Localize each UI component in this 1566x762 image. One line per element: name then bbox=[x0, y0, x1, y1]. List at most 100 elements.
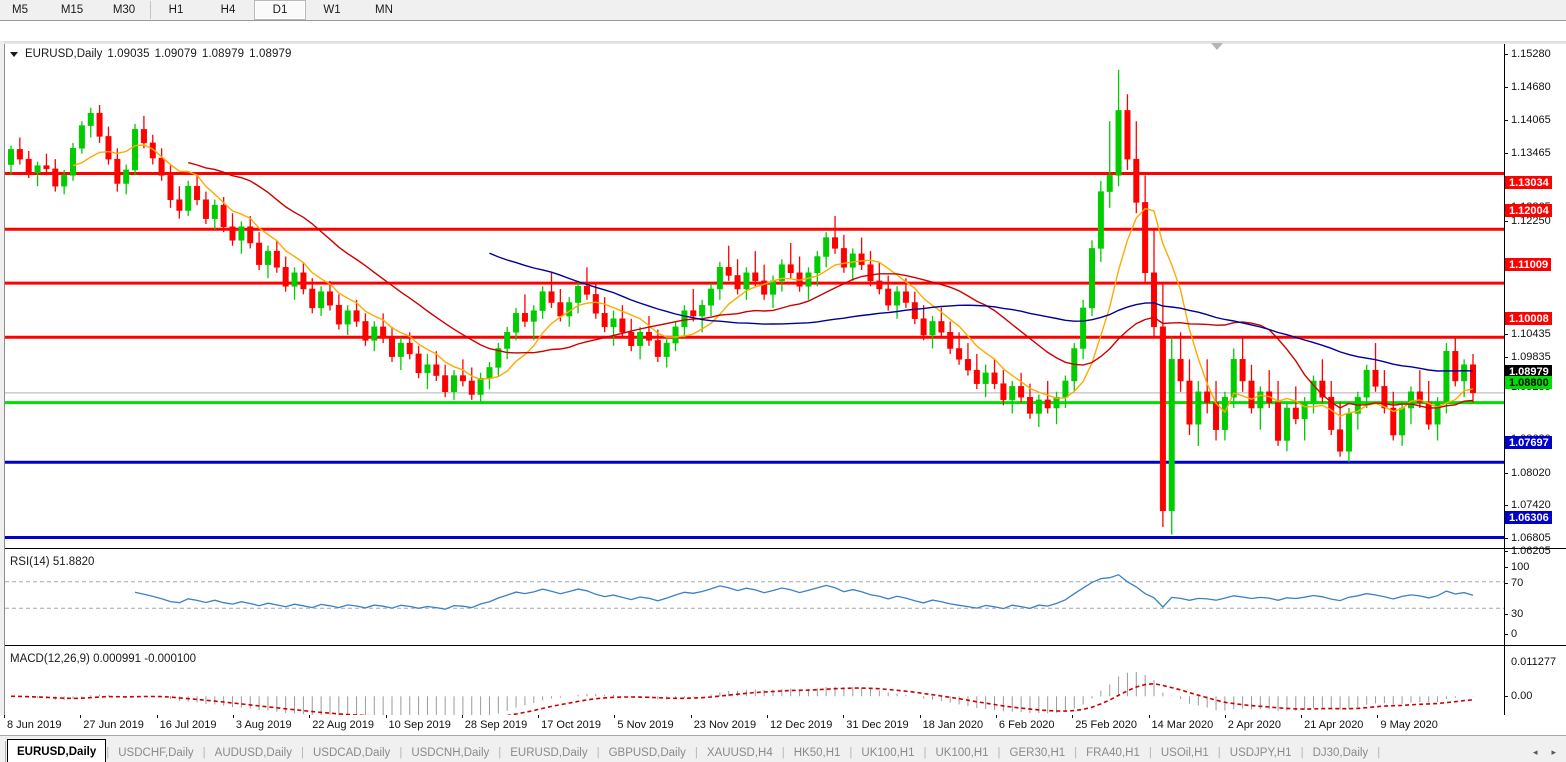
candle-bearish bbox=[938, 321, 945, 333]
candle-bullish bbox=[123, 169, 130, 184]
tab-scroll-next-icon[interactable]: ▸ bbox=[1551, 747, 1556, 757]
chart-tab-gbpusd-daily[interactable]: GBPUSD,Daily bbox=[608, 746, 686, 759]
timeframe-button-m30[interactable]: M30 bbox=[98, 0, 150, 20]
rsi-tick-label: 30 bbox=[1504, 608, 1523, 620]
candle-bullish bbox=[1461, 364, 1468, 382]
candle-bullish bbox=[495, 348, 502, 368]
chart-tab-usoil-h1[interactable]: USOil,H1 bbox=[1160, 746, 1209, 759]
price-tick-label: 1.06205 bbox=[1504, 545, 1551, 557]
candle-bullish bbox=[87, 112, 94, 126]
price-tick-label: 1.08020 bbox=[1504, 467, 1551, 479]
price-chart-panel[interactable] bbox=[5, 44, 1504, 549]
candle-bullish bbox=[211, 204, 218, 219]
tick-mark bbox=[1504, 613, 1508, 615]
tick-mark bbox=[1504, 119, 1508, 121]
tick-mark bbox=[1504, 550, 1508, 552]
candle-bearish bbox=[619, 318, 626, 333]
tab-bar-grip[interactable] bbox=[0, 741, 6, 762]
chart-tab-dj30-daily[interactable]: DJ30,Daily bbox=[1312, 746, 1369, 759]
time-tick-mark bbox=[1377, 715, 1379, 718]
chevron-down-icon[interactable] bbox=[10, 51, 18, 57]
price-level-badge[interactable]: 1.10008 bbox=[1505, 312, 1552, 325]
chart-tab-usdchf-daily[interactable]: USDCHF,Daily bbox=[118, 746, 194, 759]
timeframe-toolbar: M5 M15 M30 H1 H4 D1 W1 MN bbox=[0, 0, 1566, 21]
candle-bullish bbox=[318, 291, 325, 309]
timeframe-button-d1[interactable]: D1 bbox=[254, 0, 306, 20]
chart-tab-eurusd-daily[interactable]: EURUSD,Daily bbox=[7, 739, 107, 762]
tick-value: 1.13465 bbox=[1511, 147, 1551, 159]
tick-value: 70 bbox=[1511, 577, 1524, 589]
candle-bullish bbox=[1080, 307, 1087, 349]
candle-bearish bbox=[991, 372, 998, 384]
symbol-quote-header: EURUSD,Daily 1.09035 1.09079 1.08979 1.0… bbox=[10, 48, 291, 60]
rsi-line bbox=[134, 574, 1474, 610]
candle-bullish bbox=[513, 313, 520, 333]
time-tick-mark bbox=[1224, 715, 1226, 718]
chart-tab-usdjpy-h1[interactable]: USDJPY,H1 bbox=[1229, 746, 1292, 759]
time-axis-label: 2 Apr 2020 bbox=[1227, 719, 1282, 731]
time-axis-label: 31 Dec 2019 bbox=[846, 719, 909, 731]
chart-tab-uk100-h1[interactable]: UK100,H1 bbox=[935, 746, 989, 759]
timeframe-button-m5[interactable]: M5 bbox=[0, 0, 46, 20]
time-tick-mark bbox=[309, 715, 311, 718]
timeframe-button-h1[interactable]: H1 bbox=[150, 0, 202, 20]
time-axis-label: 5 Nov 2019 bbox=[617, 719, 674, 731]
candle-bullish bbox=[530, 310, 537, 322]
chart-tab-ger30-h1[interactable]: GER30,H1 bbox=[1009, 746, 1066, 759]
candle-bearish bbox=[1133, 158, 1140, 203]
tab-separator: | bbox=[694, 746, 698, 759]
chart-shift-marker-icon[interactable] bbox=[1211, 43, 1223, 50]
price-level-badge[interactable]: 1.07697 bbox=[1505, 436, 1552, 449]
price-level-badge[interactable]: 1.08800 bbox=[1505, 376, 1552, 389]
price-scale-gutter[interactable] bbox=[1504, 44, 1566, 736]
candle-bearish bbox=[442, 375, 449, 393]
candle-bearish bbox=[867, 264, 874, 282]
candle-bearish bbox=[1186, 380, 1193, 425]
candle-bullish bbox=[238, 226, 245, 241]
candle-bullish bbox=[1195, 391, 1202, 425]
time-axis-label: 12 Dec 2019 bbox=[770, 719, 833, 731]
tab-separator: | bbox=[106, 746, 110, 759]
rsi-indicator-panel[interactable] bbox=[5, 550, 1504, 646]
tick-value: 0.011277 bbox=[1511, 656, 1557, 668]
chart-tab-uk100-h1[interactable]: UK100,H1 bbox=[861, 746, 915, 759]
candle-bearish bbox=[1275, 402, 1282, 441]
candle-bullish bbox=[1097, 191, 1104, 249]
chart-tab-xauusd-h4[interactable]: XAUUSD,H4 bbox=[706, 746, 773, 759]
candle-bearish bbox=[645, 332, 652, 341]
candle-bullish bbox=[1053, 396, 1060, 409]
candle-bearish bbox=[353, 310, 360, 322]
chart-tab-usdcad-daily[interactable]: USDCAD,Daily bbox=[312, 746, 391, 759]
price-level-badge[interactable]: 1.13034 bbox=[1505, 176, 1552, 189]
timeframe-button-h4[interactable]: H4 bbox=[202, 0, 254, 20]
time-axis-label: 9 May 2020 bbox=[1380, 719, 1438, 731]
timeframe-button-w1[interactable]: W1 bbox=[306, 0, 358, 20]
candle-bullish bbox=[929, 321, 936, 336]
candle-bullish bbox=[1106, 175, 1113, 192]
time-tick-mark bbox=[995, 715, 997, 718]
chart-horizontal-scrollbar[interactable] bbox=[4, 41, 1566, 44]
price-level-badge[interactable]: 1.11009 bbox=[1505, 258, 1552, 271]
candle-bullish bbox=[1310, 380, 1317, 403]
price-level-badge[interactable]: 1.12004 bbox=[1505, 204, 1552, 217]
price-level-badge[interactable]: 1.06306 bbox=[1505, 511, 1552, 524]
chart-tab-bar: EURUSD,Daily | USDCHF,Daily | AUDUSD,Daily | U… bbox=[0, 735, 1566, 762]
candle-bearish bbox=[1372, 369, 1379, 387]
timeframe-button-mn[interactable]: MN bbox=[358, 0, 410, 20]
chart-tab-fra40-h1[interactable]: FRA40,H1 bbox=[1086, 746, 1140, 759]
tab-scroll-prev-icon[interactable]: ◂ bbox=[1532, 747, 1538, 757]
chart-tab-audusd-daily[interactable]: AUDUSD,Daily bbox=[214, 746, 292, 759]
candle-bearish bbox=[52, 168, 59, 187]
candle-bullish bbox=[1443, 350, 1450, 403]
candle-bearish bbox=[1381, 386, 1388, 409]
chart-tab-hk50-h1[interactable]: HK50,H1 bbox=[793, 746, 841, 759]
toolbar-divider bbox=[150, 1, 151, 19]
chart-tab-eurusd-daily[interactable]: EURUSD,Daily bbox=[510, 746, 588, 759]
macd-plot bbox=[10, 672, 1474, 720]
candle-bearish bbox=[725, 267, 732, 276]
candle-bullish bbox=[132, 129, 139, 171]
price-level-badge[interactable]: 1.08979 bbox=[1505, 365, 1552, 378]
chart-tab-usdcnh-daily[interactable]: USDCNH,Daily bbox=[411, 746, 490, 759]
time-axis[interactable]: 8 Jun 2019 27 Jun 2019 16 Jul 2019 3 Aug 20… bbox=[0, 715, 1566, 735]
timeframe-button-m15[interactable]: M15 bbox=[46, 0, 98, 20]
